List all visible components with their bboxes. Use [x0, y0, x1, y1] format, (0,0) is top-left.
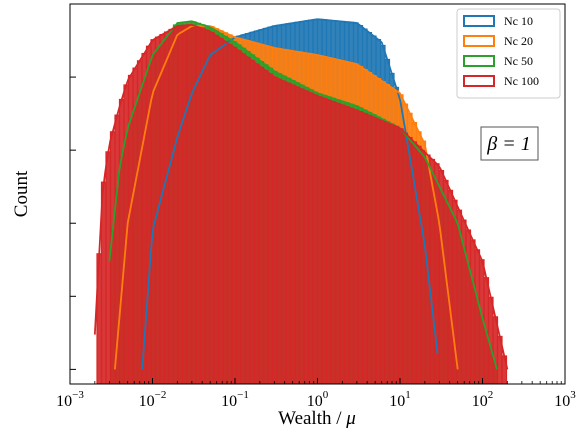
histogram-bar: [280, 80, 287, 384]
histogram-bar: [415, 145, 422, 384]
histogram-bar: [316, 96, 323, 384]
histogram-bar: [289, 84, 296, 384]
histogram-bar: [397, 128, 404, 384]
histogram-bar: [388, 124, 395, 384]
x-tick-label: 10−3: [56, 389, 84, 410]
histogram-bar: [379, 120, 386, 384]
histogram-bar: [199, 28, 206, 384]
histogram-bar: [231, 46, 238, 384]
histogram-bar: [226, 43, 233, 384]
x-tick-label: 10−2: [139, 389, 167, 410]
histogram-bar: [361, 113, 368, 384]
histogram-bar: [204, 29, 211, 384]
histogram-bar: [298, 88, 305, 384]
legend: Nc 10 Nc 20 Nc 50 Nc 100: [456, 8, 561, 99]
histogram-bar: [267, 73, 274, 384]
bars-series-4: [96, 24, 508, 384]
histogram-bar: [406, 137, 413, 384]
histogram-bar: [447, 189, 454, 384]
histogram-bar: [325, 99, 332, 384]
legend-swatch: [463, 75, 495, 87]
histogram-bars: [96, 18, 508, 384]
histogram-bar: [348, 107, 355, 384]
histogram-bar: [109, 131, 116, 384]
histogram-bar: [163, 31, 170, 384]
legend-swatch: [463, 35, 495, 47]
histogram-bar: [294, 86, 301, 384]
histogram-bar: [352, 109, 359, 384]
histogram-bar: [208, 31, 215, 384]
histogram-bar: [240, 53, 247, 384]
histogram-bar: [402, 132, 409, 384]
histogram-bar: [253, 63, 260, 384]
series-line-1: [141, 18, 439, 370]
x-axis: 10−3 10−2 10−1 100 101 102 103: [56, 3, 576, 410]
histogram-bar: [370, 116, 377, 384]
histogram-bar: [474, 249, 481, 384]
histogram-bar: [262, 70, 269, 384]
histogram-bar: [285, 82, 292, 384]
histogram-bar: [217, 37, 224, 384]
histogram-bar: [190, 24, 197, 384]
histogram-bar: [118, 98, 125, 384]
series-line-2: [113, 25, 459, 370]
histogram-bar: [330, 101, 337, 384]
histogram-bar: [276, 78, 283, 384]
histogram-bar: [339, 104, 346, 384]
histogram-bar: [258, 66, 265, 384]
histogram-bar: [366, 114, 373, 384]
histogram-bar: [357, 111, 364, 384]
legend-label: Nc 20: [504, 34, 533, 48]
histogram-bar: [159, 33, 166, 384]
histogram-bar: [420, 150, 427, 384]
histogram-bar: [177, 25, 184, 384]
histogram-bar: [213, 34, 220, 384]
histogram-bar: [375, 118, 382, 384]
histogram-bar: [222, 40, 229, 384]
histogram-bar: [186, 24, 193, 384]
histogram-bar: [172, 26, 179, 384]
legend-label: Nc 50: [504, 54, 533, 68]
beta-label: β = 1: [486, 133, 530, 155]
x-tick-label: 101: [389, 389, 411, 410]
histogram-bar: [334, 102, 341, 384]
x-axis-label: Wealth / μ: [278, 408, 356, 429]
histogram-bar: [303, 90, 310, 384]
histogram-bar: [465, 229, 472, 384]
y-axis-label: Count: [11, 170, 32, 217]
histogram-bar: [438, 169, 445, 384]
histogram-bar: [469, 239, 476, 384]
x-tick-label: 10−1: [221, 389, 249, 410]
histogram-bar: [321, 97, 328, 384]
legend-swatch: [463, 15, 495, 27]
beta-annotation: β = 1: [480, 126, 539, 161]
x-tick-label: 103: [554, 389, 576, 410]
histogram-bar: [249, 60, 256, 384]
series-lines: [93, 18, 509, 370]
x-tick-label: 102: [472, 389, 494, 410]
histogram-bar: [145, 45, 152, 384]
histogram-bar: [132, 67, 139, 384]
histogram-bar: [235, 50, 242, 384]
legend-swatch: [463, 55, 495, 67]
histogram-bar: [384, 122, 391, 384]
histogram-bar: [312, 94, 319, 384]
histogram-bar: [181, 24, 188, 384]
beta-box: [480, 126, 539, 161]
histogram-bar: [343, 106, 350, 384]
histogram-bar: [271, 76, 278, 384]
series-line-4: [93, 23, 509, 370]
histogram-bar: [136, 60, 143, 384]
histogram-bar: [168, 28, 175, 384]
histogram-bar: [393, 126, 400, 384]
x-tick-label: 100: [307, 389, 329, 410]
legend-label: Nc 100: [504, 74, 539, 88]
legend-label: Nc 10: [504, 14, 533, 28]
histogram-bar: [307, 92, 314, 384]
histogram-bar: [105, 151, 112, 384]
histogram-bar: [244, 56, 251, 384]
